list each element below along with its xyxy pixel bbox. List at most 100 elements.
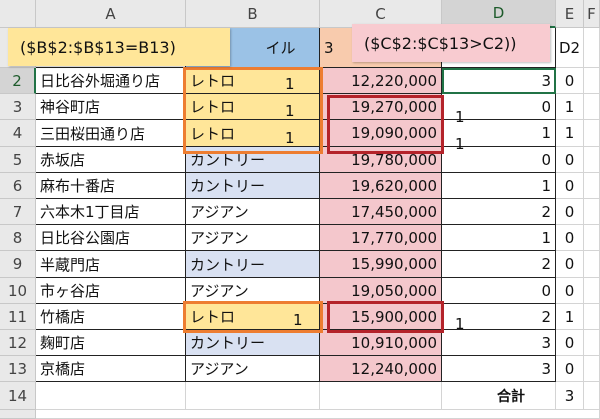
row-header-9[interactable]: 9 <box>0 251 36 278</box>
cell-style[interactable]: カントリー <box>186 173 320 199</box>
cell-sales[interactable]: 15,990,000 <box>320 251 442 278</box>
cell-style[interactable]: レトロ <box>186 68 320 94</box>
row-header-10[interactable]: 10 <box>0 278 36 304</box>
cell-rank-d[interactable]: 0 <box>442 94 556 120</box>
cell-rank-d[interactable]: 2 <box>442 251 556 278</box>
cell-result-e[interactable]: 0 <box>556 251 584 278</box>
cell-rank-d[interactable]: 1 <box>442 120 556 147</box>
row-header-2[interactable]: 2 <box>0 68 36 94</box>
cell-b14[interactable] <box>186 382 320 410</box>
cell-sales[interactable]: 17,450,000 <box>320 199 442 225</box>
total-label[interactable]: 合計 <box>442 382 556 410</box>
cell-f[interactable] <box>584 304 600 330</box>
cell-rank-d[interactable]: 0 <box>442 147 556 173</box>
cell-f[interactable] <box>584 251 600 278</box>
cell-sales[interactable]: 12,240,000 <box>320 356 442 382</box>
cell-store-name[interactable]: 六本木1丁目店 <box>36 199 186 225</box>
row-header-8[interactable]: 8 <box>0 225 36 251</box>
cell-store-name[interactable]: 日比谷公園店 <box>36 225 186 251</box>
cell-e1[interactable]: D2 <box>556 28 584 68</box>
cell-result-e[interactable]: 0 <box>556 68 584 94</box>
cell-style[interactable]: カントリー <box>186 251 320 278</box>
cell-store-name[interactable]: 市ヶ谷店 <box>36 278 186 304</box>
cell-result-e[interactable]: 0 <box>556 147 584 173</box>
cell-style[interactable]: アジアン <box>186 199 320 225</box>
column-header-c[interactable]: C <box>320 0 442 28</box>
row-header-3[interactable]: 3 <box>0 94 36 120</box>
cell-f[interactable] <box>584 330 600 356</box>
cell-store-name[interactable]: 竹橋店 <box>36 304 186 330</box>
cell-d1[interactable] <box>442 28 556 68</box>
cell-result-e[interactable]: 1 <box>556 120 584 147</box>
cell-f[interactable] <box>584 120 600 147</box>
row-header-14[interactable]: 14 <box>0 382 36 410</box>
column-header-b[interactable]: B <box>186 0 320 28</box>
cell-sales[interactable]: 15,900,000 <box>320 304 442 330</box>
row-header-15[interactable] <box>0 410 36 419</box>
cell-result-e[interactable]: 0 <box>556 173 584 199</box>
cell-f[interactable] <box>584 94 600 120</box>
column-header-d[interactable]: D <box>442 0 556 28</box>
column-header-f[interactable]: F <box>584 0 600 28</box>
cell-sales[interactable]: 19,270,000 <box>320 94 442 120</box>
cell-f[interactable] <box>584 147 600 173</box>
cell-f[interactable] <box>584 173 600 199</box>
cell-f[interactable] <box>584 278 600 304</box>
cell-f1[interactable] <box>584 28 600 68</box>
cell-f[interactable] <box>584 356 600 382</box>
cell-a14[interactable] <box>36 382 186 410</box>
cell-store-name[interactable]: 麻布十番店 <box>36 173 186 199</box>
cell-rank-d[interactable]: 1 <box>442 225 556 251</box>
cell-store-name[interactable]: 神谷町店 <box>36 94 186 120</box>
cell-result-e[interactable]: 1 <box>556 94 584 120</box>
row-header-12[interactable]: 12 <box>0 330 36 356</box>
cell-result-e[interactable]: 0 <box>556 225 584 251</box>
cell-rank-d[interactable]: 2 <box>442 304 556 330</box>
row-header-6[interactable]: 6 <box>0 173 36 199</box>
cell-style[interactable]: アジアン <box>186 356 320 382</box>
cell-sales[interactable]: 19,050,000 <box>320 278 442 304</box>
column-header-a[interactable]: A <box>36 0 186 28</box>
cell-result-e[interactable]: 1 <box>556 304 584 330</box>
row-header-11[interactable]: 11 <box>0 304 36 330</box>
cell-f[interactable] <box>584 225 600 251</box>
row-header-5[interactable]: 5 <box>0 147 36 173</box>
cell-rank-d[interactable]: 0 <box>442 278 556 304</box>
cell-rank-d[interactable]: 3 <box>442 68 556 94</box>
cell-sales[interactable]: 12,220,000 <box>320 68 442 94</box>
cell-rank-d[interactable]: 1 <box>442 173 556 199</box>
cell-store-name[interactable]: 三田桜田通り店 <box>36 120 186 147</box>
select-all-corner[interactable] <box>0 0 36 28</box>
cell-sales[interactable]: 19,620,000 <box>320 173 442 199</box>
cell-c14[interactable] <box>320 382 442 410</box>
total-value[interactable]: 3 <box>556 382 584 410</box>
cell-style[interactable]: アジアン <box>186 225 320 251</box>
cell-sales[interactable]: 19,090,000 <box>320 120 442 147</box>
cell-f14[interactable] <box>584 382 600 410</box>
cell-result-e[interactable]: 0 <box>556 330 584 356</box>
cell-store-name[interactable]: 半蔵門店 <box>36 251 186 278</box>
cell-result-e[interactable]: 0 <box>556 356 584 382</box>
cell-rank-d[interactable]: 3 <box>442 330 556 356</box>
cell-style[interactable]: カントリー <box>186 330 320 356</box>
cell-store-name[interactable]: 麹町店 <box>36 330 186 356</box>
cell-result-e[interactable]: 0 <box>556 199 584 225</box>
cell-rank-d[interactable]: 3 <box>442 356 556 382</box>
cell-sales[interactable]: 17,770,000 <box>320 225 442 251</box>
cell-store-name[interactable]: 京橋店 <box>36 356 186 382</box>
cell-style[interactable]: レトロ <box>186 120 320 147</box>
cell-f[interactable] <box>584 68 600 94</box>
cell-style[interactable]: レトロ <box>186 304 320 330</box>
cell-store-name[interactable]: 赤坂店 <box>36 147 186 173</box>
column-header-e[interactable]: E <box>556 0 584 28</box>
cell-result-e[interactable]: 0 <box>556 278 584 304</box>
row-header-13[interactable]: 13 <box>0 356 36 382</box>
row-header-4[interactable]: 4 <box>0 120 36 147</box>
cell-sales[interactable]: 10,910,000 <box>320 330 442 356</box>
cell-f[interactable] <box>584 199 600 225</box>
cell-store-name[interactable]: 日比谷外堀通り店 <box>36 68 186 94</box>
cell-rank-d[interactable]: 2 <box>442 199 556 225</box>
row-15-cells[interactable] <box>36 410 600 419</box>
cell-style[interactable]: レトロ <box>186 94 320 120</box>
row-header-7[interactable]: 7 <box>0 199 36 225</box>
